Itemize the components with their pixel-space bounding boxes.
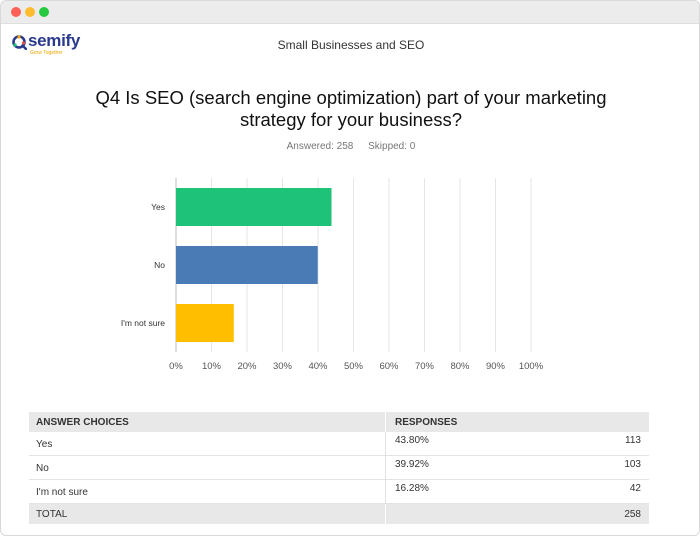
chart-tick-label: 80% [450,361,470,372]
chart-tick-label: 100% [519,361,544,372]
chart-tick-label: 70% [415,361,435,372]
logo-wordmark: semify [28,31,81,50]
survey-title: Small Businesses and SEO [277,38,425,52]
chart-bar [176,246,318,284]
response-stats: Answered: 258 Skipped: 0 [1,141,699,152]
row-percent: 43.80% [395,435,429,446]
row-left-cell [29,456,386,479]
logo-tagline: Grow Together [30,50,63,56]
chart-tick-label: 30% [273,361,293,372]
row-left-cell [29,432,386,455]
table-row: No 39.92% 103 [29,456,649,480]
minimize-window-icon[interactable] [25,7,35,17]
window-titlebar [1,1,699,24]
table-row: Yes 43.80% 113 [29,432,649,456]
total-left-cell [29,504,386,524]
answer-choices-header: ANSWER CHOICES [36,417,129,428]
semify-logo-mark-icon [12,35,27,50]
row-count: 113 [625,435,641,446]
table-total-row: TOTAL 258 [29,504,649,524]
responses-header: RESPONSES [395,417,458,428]
table-header-left [29,412,386,432]
row-choice: No [36,463,49,474]
chart-bar [176,304,234,342]
row-choice: I'm not sure [36,487,88,498]
row-percent: 16.28% [395,483,429,494]
maximize-window-icon[interactable] [39,7,49,17]
skipped-count: Skipped: 0 [368,141,416,152]
chart-tick-label: 90% [486,361,506,372]
row-count: 42 [629,483,641,494]
chart-tick-label: 0% [169,361,183,372]
row-left-cell [29,480,386,503]
answered-count: Answered: 258 [286,141,354,152]
close-window-icon[interactable] [11,7,21,17]
table-row: I'm not sure 16.28% 42 [29,480,649,504]
chart-tick-label: 10% [202,361,222,372]
chart-tick-label: 60% [379,361,399,372]
responses-table: ANSWER CHOICES RESPONSES Yes 43.80% 113 … [29,412,649,524]
question-title: Q4 Is SEO (search engine optimization) p… [95,87,607,130]
row-choice: Yes [36,439,53,450]
chart-tick-label: 40% [308,361,328,372]
chart-bar [176,188,332,226]
row-count: 103 [624,459,641,470]
chart-category-label: I'm not sure [121,318,165,328]
chart-tick-label: 50% [344,361,364,372]
chart-category-label: No [154,260,165,270]
responses-bar-chart: 0% 10% 20% 30% 40% 50% 60% 70% 80% 90% 100% Yes No I'… [121,178,544,372]
chart-category-label: Yes [151,202,165,212]
row-percent: 39.92% [395,459,429,470]
table-header-row: ANSWER CHOICES RESPONSES [29,412,649,432]
chart-tick-label: 20% [237,361,257,372]
total-label: TOTAL [36,509,68,520]
total-count: 258 [624,509,641,520]
